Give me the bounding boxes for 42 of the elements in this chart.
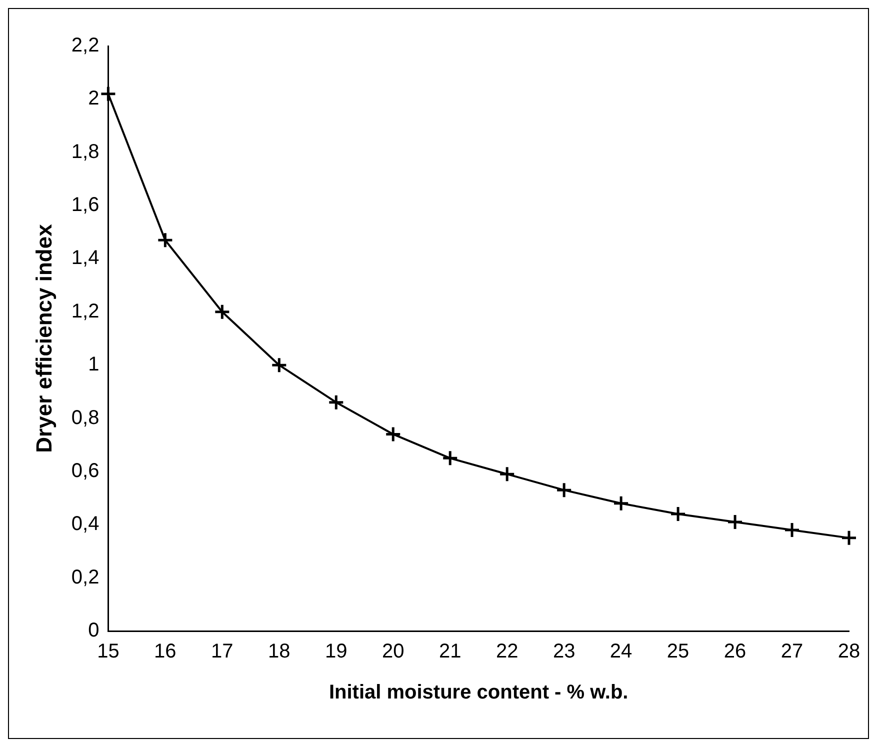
point [840, 530, 858, 546]
y-axis-title: Dryer efficiency index [31, 223, 56, 453]
y-tick-label: 0 [88, 620, 100, 642]
x-tick-label: 24 [610, 640, 632, 663]
point [270, 356, 288, 374]
y-tick-label: 1,4 [71, 247, 100, 270]
x-tick-label: 18 [268, 640, 290, 663]
y-tick-label: 2 [88, 88, 100, 110]
point [612, 495, 630, 512]
y-tick-label: 0,6 [71, 460, 100, 482]
y-tick-label: 0,8 [71, 406, 100, 429]
point [498, 466, 516, 482]
point [784, 522, 800, 538]
point [214, 304, 230, 320]
y-tick-label: 1,6 [71, 194, 100, 216]
x-tick-label: 28 [838, 640, 860, 663]
y-tick-label: 1,8 [71, 140, 100, 163]
point [384, 426, 402, 442]
y-tick-label: 0,2 [71, 566, 100, 588]
x-tick-label: 21 [438, 640, 462, 663]
y-tick-label: 1,2 [71, 300, 100, 322]
x-tick-label: 15 [97, 640, 120, 663]
x-tick-label: 23 [552, 640, 576, 663]
point [328, 394, 344, 411]
point [726, 514, 744, 530]
point [442, 450, 458, 466]
y-tick-label: 1 [88, 354, 100, 376]
x-tick-label: 17 [211, 640, 234, 663]
point [100, 86, 116, 102]
y-tick-label: 0,4 [71, 513, 100, 536]
y-tick-label: 2,2 [71, 34, 100, 57]
x-tick-label: 27 [780, 640, 804, 663]
point [156, 232, 174, 248]
x-tick-label: 25 [666, 640, 690, 663]
x-tick-label: 26 [724, 640, 746, 663]
x-tick-label: 22 [496, 640, 518, 663]
x-axis-title: Initial moisture content - % w.b. [328, 682, 628, 704]
x-tick-label: 20 [382, 640, 404, 663]
point [670, 506, 686, 522]
x-tick-label: 19 [325, 640, 348, 663]
x-tick-label: 16 [154, 640, 176, 663]
point [556, 482, 572, 498]
